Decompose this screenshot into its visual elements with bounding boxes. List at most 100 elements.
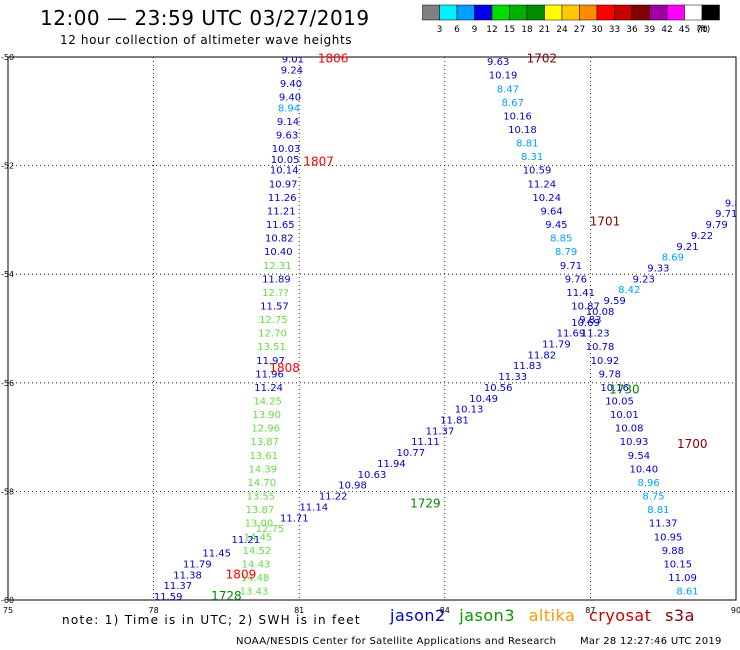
wave-height-point: 9.88 bbox=[662, 546, 684, 557]
track-time-label: 1701 bbox=[590, 214, 621, 228]
wave-height-point: 14.43 bbox=[242, 559, 271, 570]
wave-height-point: 9.63 bbox=[276, 130, 298, 141]
wave-height-point: 11.89 bbox=[262, 274, 291, 285]
y-tick-label: -56 bbox=[1, 379, 14, 388]
wave-height-point: 9.63 bbox=[487, 57, 509, 68]
wave-height-point: 10.49 bbox=[469, 394, 498, 405]
wave-height-point: 12.31 bbox=[263, 261, 292, 272]
wave-height-point: 10.93 bbox=[620, 437, 649, 448]
wave-height-point: 11.33 bbox=[498, 372, 527, 383]
color-scale-legend: 3 6 9 12 15 18 21 24 27 30 33 36 39 42 45 70(ft) bbox=[422, 4, 720, 34]
wave-height-point: 10.03 bbox=[272, 144, 301, 155]
wave-height-point: 14.52 bbox=[243, 546, 272, 557]
wave-height-point: 12.96 bbox=[251, 424, 280, 435]
wave-height-point: 11.96 bbox=[255, 369, 284, 380]
wave-height-point: 10.78 bbox=[586, 342, 615, 353]
scale-label: 30 bbox=[591, 25, 603, 34]
units-note: note: 1) Time is in UTC; 2) SWH is in fe… bbox=[62, 613, 361, 627]
wave-height-point: 10.69 bbox=[571, 318, 600, 329]
wave-height-point: 10.14 bbox=[270, 166, 299, 177]
wave-height-point: 9.76 bbox=[565, 274, 587, 285]
scale-label: 42 bbox=[661, 25, 672, 34]
wave-height-point: 13.08 bbox=[239, 600, 268, 611]
wave-height-point: 11.24 bbox=[254, 383, 283, 394]
wave-height-point: 9.40 bbox=[279, 92, 301, 103]
wave-height-point: 13.55 bbox=[247, 492, 276, 503]
wave-height-point: 10.08 bbox=[615, 424, 644, 435]
wave-height-point: 11.57 bbox=[260, 301, 289, 312]
wave-height-point: 11.97 bbox=[256, 356, 285, 367]
wave-height-point: 9.78 bbox=[599, 369, 621, 380]
wave-height-point: 9.54 bbox=[628, 451, 650, 462]
y-tick-label: -58 bbox=[1, 487, 14, 496]
wave-height-point: 11.37 bbox=[649, 519, 678, 530]
scale-label: 45 bbox=[679, 25, 690, 34]
wave-height-point: 14.70 bbox=[248, 478, 277, 489]
wave-height-point: 9.22 bbox=[691, 231, 713, 242]
y-tick-label: -50 bbox=[1, 53, 14, 62]
wave-height-point: 14.39 bbox=[248, 464, 277, 475]
scale-label: 12 bbox=[486, 25, 497, 34]
scale-unit: (ft) bbox=[697, 25, 711, 34]
wave-height-point: 11.45 bbox=[202, 549, 231, 560]
legend-s3a: s3a bbox=[665, 606, 695, 625]
plot-frame bbox=[7, 56, 737, 601]
y-tick-label: -54 bbox=[1, 270, 14, 279]
wave-height-point: 9.83 bbox=[579, 315, 601, 326]
wave-height-point: 8.94 bbox=[278, 103, 300, 114]
wave-height-point: 10.56 bbox=[484, 383, 513, 394]
wave-height-point: 11.38 bbox=[173, 570, 202, 581]
wave-height-point: 10.19 bbox=[489, 71, 518, 82]
wave-height-point: 9.87 bbox=[725, 198, 740, 209]
scale-label: 39 bbox=[644, 25, 656, 34]
wave-height-point: 14.48 bbox=[241, 573, 270, 584]
wave-height-point: 11.09 bbox=[668, 573, 697, 584]
wave-height-point: 10.97 bbox=[269, 179, 298, 190]
wave-height-point: 11.83 bbox=[513, 361, 542, 372]
wave-height-point: 8.69 bbox=[662, 253, 684, 264]
wave-height-point: 11.82 bbox=[528, 350, 557, 361]
wave-height-point: 11.21 bbox=[231, 535, 260, 546]
y-tick-label: -52 bbox=[1, 162, 14, 171]
scale-label: 27 bbox=[574, 25, 585, 34]
wave-height-point: 8.85 bbox=[550, 234, 572, 245]
legend-cryosat: cryosat bbox=[588, 606, 652, 625]
wave-height-point: 10.59 bbox=[523, 166, 552, 177]
wave-height-point: 12.75 bbox=[256, 524, 285, 535]
scale-label: 70 bbox=[696, 25, 708, 34]
wave-height-point: 13.43 bbox=[240, 587, 269, 598]
legend-jason2: jason2 bbox=[390, 606, 446, 625]
wave-height-point: 10.16 bbox=[503, 111, 532, 122]
scale-label: 21 bbox=[539, 25, 550, 34]
track-time-label: 1808 bbox=[269, 361, 300, 375]
wave-height-point: 11.22 bbox=[319, 492, 348, 503]
wave-height-point: 9.64 bbox=[540, 206, 562, 217]
wave-height-point: 10.40 bbox=[264, 247, 293, 258]
x-tick-label: 87 bbox=[585, 606, 595, 615]
x-tick-label: 81 bbox=[294, 606, 304, 615]
wave-height-point: 8.96 bbox=[638, 478, 660, 489]
wave-height-point: 10.77 bbox=[397, 448, 426, 459]
wave-height-point: 11.26 bbox=[268, 193, 297, 204]
wave-height-point: 10.13 bbox=[455, 405, 484, 416]
wave-height-point: 10.87 bbox=[571, 301, 600, 312]
wave-height-point: 9.71 bbox=[715, 209, 737, 220]
wave-height-point: 8.42 bbox=[618, 285, 640, 296]
wave-height-point: 8.75 bbox=[642, 492, 664, 503]
wave-height-point: 8.47 bbox=[497, 84, 519, 95]
scale-label: 24 bbox=[556, 25, 568, 34]
wave-height-point: 11.59 bbox=[154, 592, 183, 603]
wave-height-point: 13.00 bbox=[245, 519, 274, 530]
x-tick-label: 90 bbox=[731, 606, 740, 615]
wave-height-point: 10.05 bbox=[271, 155, 300, 166]
legend-jason3: jason3 bbox=[459, 606, 515, 625]
satellite-legend: jason2 jason3 altika cryosat s3a bbox=[390, 606, 703, 625]
wave-height-point: 9.79 bbox=[705, 220, 727, 231]
wave-height-point: 10.92 bbox=[591, 356, 620, 367]
wave-height-point: 9.59 bbox=[604, 296, 626, 307]
wave-height-point: 11.24 bbox=[528, 179, 557, 190]
wave-height-point: 10.95 bbox=[654, 532, 683, 543]
wave-height-point: 10.08 bbox=[586, 307, 615, 318]
wave-height-point: 8.61 bbox=[676, 587, 698, 598]
